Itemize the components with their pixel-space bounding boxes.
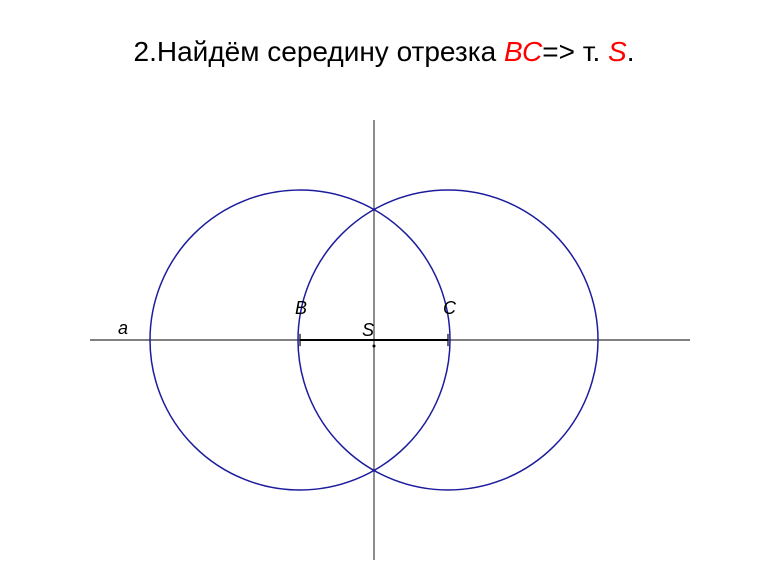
label-c: C [443, 298, 456, 319]
point-s [373, 345, 376, 348]
label-s: S [362, 320, 374, 341]
geometry-diagram [0, 0, 768, 576]
label-b: B [295, 298, 307, 319]
label-a: a [118, 318, 128, 339]
